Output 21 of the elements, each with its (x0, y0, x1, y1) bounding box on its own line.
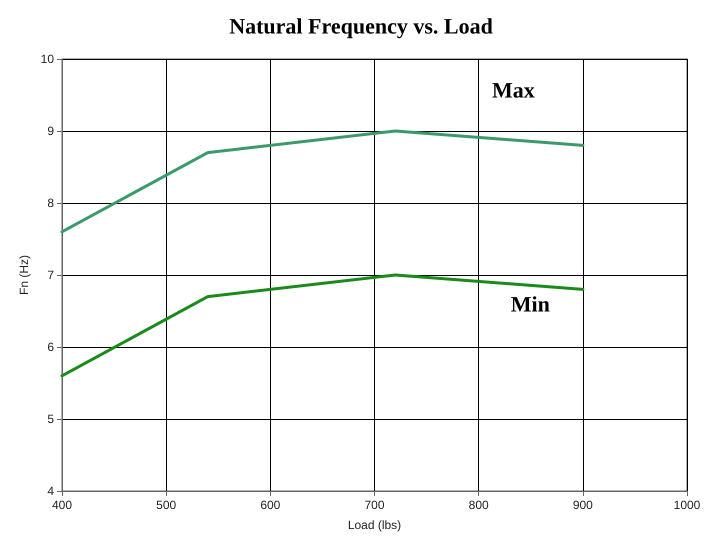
series-label: Min (510, 292, 550, 316)
x-tick-label: 800 (468, 498, 489, 512)
x-tick-label: 1000 (674, 498, 701, 512)
y-tick-label: 6 (47, 340, 54, 354)
y-tick-label: 4 (47, 484, 54, 498)
chart-title: Natural Frequency vs. Load (229, 14, 493, 38)
y-tick-label: 10 (40, 52, 54, 66)
x-tick-label: 700 (364, 498, 385, 512)
x-tick-label: 900 (572, 498, 594, 512)
y-tick-label: 7 (47, 268, 54, 282)
x-axis-title: Load (lbs) (348, 518, 402, 532)
x-tick-label: 400 (52, 498, 72, 512)
y-tick-label: 8 (47, 196, 54, 210)
line-series (60, 130, 584, 234)
y-axis-title: Fn (Hz) (16, 255, 31, 295)
y-tick-label: 5 (47, 412, 54, 426)
line-series (60, 274, 584, 378)
y-tick-label: 9 (47, 124, 54, 138)
series-label: Max (492, 78, 535, 102)
x-tick-label: 600 (260, 498, 281, 512)
x-tick-label: 500 (156, 498, 176, 512)
